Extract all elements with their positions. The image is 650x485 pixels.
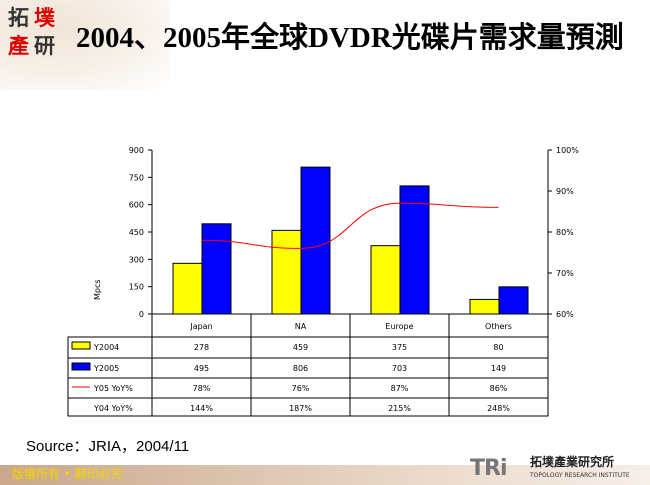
table-cell: 375 bbox=[392, 343, 407, 352]
category-label: Europe bbox=[385, 322, 413, 331]
bar-y2004 bbox=[172, 262, 203, 315]
footer-bar bbox=[0, 465, 650, 485]
logo-char: 產 bbox=[8, 33, 29, 58]
y-tick-label: 450 bbox=[129, 228, 144, 237]
legend-swatch bbox=[71, 362, 91, 371]
logo-char: 拓 bbox=[8, 5, 29, 30]
y2-tick-label: 90% bbox=[556, 187, 574, 196]
bar-y2004 bbox=[370, 245, 401, 315]
logo: 拓 墣 產 研 bbox=[8, 6, 60, 62]
org-name: 拓墣產業研究所 bbox=[530, 455, 615, 469]
page-title: 2004、2005年全球DVDR光碟片需求量預測 bbox=[76, 22, 624, 54]
table-cell: 459 bbox=[293, 343, 308, 352]
category-label: Japan bbox=[189, 322, 212, 331]
table-cell: 215% bbox=[388, 404, 411, 413]
source-note: Source：JRIA，2004/11 bbox=[26, 438, 190, 455]
y-tick-label: 750 bbox=[129, 173, 144, 182]
bar-y2004 bbox=[271, 229, 302, 315]
y-tick-label: 600 bbox=[129, 201, 144, 210]
y-tick-label: 0 bbox=[139, 310, 144, 319]
logo-char: 墣 bbox=[34, 5, 55, 30]
logo-char: 研 bbox=[34, 33, 55, 58]
table-cell: 86% bbox=[490, 384, 508, 393]
table-cell: 80 bbox=[493, 343, 503, 352]
y-tick-label: 900 bbox=[129, 146, 144, 155]
legend-label: Y05 YoY% bbox=[93, 384, 133, 393]
table-cell: 149 bbox=[491, 364, 506, 373]
y2-tick-label: 60% bbox=[556, 310, 574, 319]
bar-y2005 bbox=[498, 286, 529, 315]
bar-y2005 bbox=[300, 166, 331, 315]
table-cell: 187% bbox=[289, 404, 312, 413]
tri-logo: TRi bbox=[470, 456, 507, 482]
org-name-en: TOPOLOGY RESEARCH INSTITUTE bbox=[530, 472, 630, 479]
table-cell: 76% bbox=[292, 384, 310, 393]
y-tick-label: 150 bbox=[129, 283, 144, 292]
category-label: NA bbox=[295, 322, 307, 331]
header-background bbox=[0, 0, 170, 90]
y2-tick-label: 100% bbox=[556, 146, 579, 155]
table-cell: 495 bbox=[194, 364, 209, 373]
legend-label: Y2005 bbox=[93, 364, 119, 373]
table-cell: 78% bbox=[193, 384, 211, 393]
table-cell: 144% bbox=[190, 404, 213, 413]
y2-tick-label: 80% bbox=[556, 228, 574, 237]
table-cell: 806 bbox=[293, 364, 308, 373]
legend-label: Y04 YoY% bbox=[93, 404, 133, 413]
y2-tick-label: 70% bbox=[556, 269, 574, 278]
copyright: 版權所有 • 翻印必究 bbox=[12, 467, 123, 481]
legend-label: Y2004 bbox=[93, 343, 119, 352]
y-tick-label: 300 bbox=[129, 255, 144, 264]
bar-y2005 bbox=[399, 185, 430, 315]
line-y05-yoy bbox=[201, 202, 499, 249]
tri-logo-text: TRi bbox=[470, 456, 507, 481]
bar-y2004 bbox=[469, 298, 500, 315]
table-cell: 87% bbox=[391, 384, 409, 393]
bar-y2005 bbox=[201, 223, 232, 315]
table-cell: 703 bbox=[392, 364, 407, 373]
y-axis-label: Mpcs bbox=[93, 279, 102, 300]
legend-swatch bbox=[71, 341, 91, 350]
table-cell: 248% bbox=[487, 404, 510, 413]
category-label: Others bbox=[485, 322, 512, 331]
table-cell: 278 bbox=[194, 343, 209, 352]
